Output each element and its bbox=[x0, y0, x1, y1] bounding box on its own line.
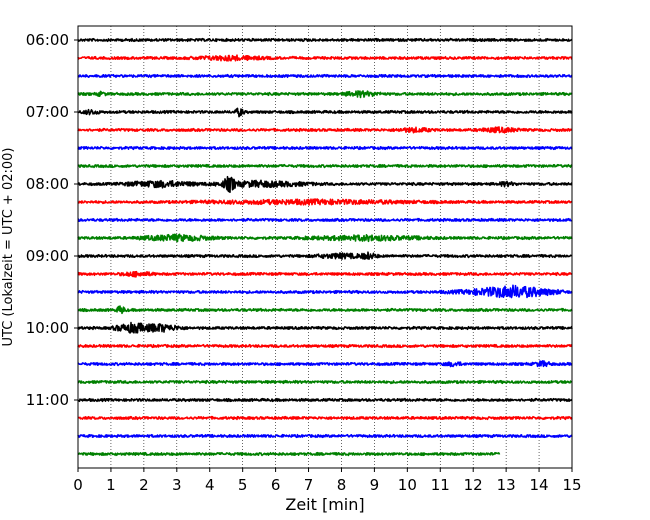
trace-0845 bbox=[77, 233, 573, 243]
trace-0730 bbox=[77, 145, 573, 151]
trace-0600 bbox=[77, 37, 573, 43]
x-tick-label: 8 bbox=[337, 476, 347, 494]
trace-0630 bbox=[77, 73, 573, 79]
x-tick-label: 9 bbox=[370, 476, 380, 494]
trace-1030 bbox=[77, 360, 573, 368]
trace-1130 bbox=[77, 433, 573, 439]
trace-1115 bbox=[77, 415, 573, 421]
x-tick-label: 12 bbox=[464, 476, 483, 494]
y-axis-ticks: 06:00 07:00 08:00 09:00 10:00 11:00 bbox=[26, 31, 78, 409]
plot-frame bbox=[77, 25, 573, 469]
y-tick-label: 06:00 bbox=[26, 31, 69, 49]
trace-1000 bbox=[77, 321, 573, 334]
y-tick-label: 07:00 bbox=[26, 103, 69, 121]
x-tick-label: 1 bbox=[106, 476, 116, 494]
trace-1100 bbox=[77, 397, 573, 403]
y-tick-label: 10:00 bbox=[26, 319, 69, 337]
x-axis-ticks: 0 1 2 3 4 5 6 7 8 9 10 11 12 13 14 15 bbox=[73, 468, 582, 494]
x-tick-label: 7 bbox=[304, 476, 314, 494]
trace-1145 bbox=[77, 451, 501, 457]
y-tick-label: 08:00 bbox=[26, 175, 69, 193]
x-tick-label: 13 bbox=[497, 476, 516, 494]
x-tick-label: 2 bbox=[139, 476, 149, 494]
y-tick-label: 11:00 bbox=[26, 391, 69, 409]
trace-0700 bbox=[77, 107, 573, 118]
x-axis-label: Zeit [min] bbox=[285, 495, 364, 514]
y-tick-label: 09:00 bbox=[26, 247, 69, 265]
trace-0715 bbox=[77, 126, 573, 134]
x-tick-label: 4 bbox=[205, 476, 215, 494]
x-tick-label: 15 bbox=[562, 476, 581, 494]
trace-0930 bbox=[77, 284, 573, 299]
y-axis-label: UTC (Lokalzeit = UTC + 02:00) bbox=[1, 148, 16, 347]
trace-0830 bbox=[77, 217, 573, 223]
x-tick-label: 3 bbox=[172, 476, 182, 494]
trace-0815 bbox=[77, 198, 573, 206]
trace-0745 bbox=[77, 163, 573, 169]
x-tick-label: 14 bbox=[530, 476, 549, 494]
x-tick-label: 0 bbox=[73, 476, 83, 494]
trace-0615 bbox=[77, 54, 573, 62]
trace-1045 bbox=[77, 379, 573, 385]
trace-0800 bbox=[77, 175, 573, 193]
trace-1015 bbox=[77, 343, 573, 349]
x-tick-label: 10 bbox=[398, 476, 417, 494]
seismogram-traces bbox=[77, 37, 573, 457]
x-tick-label: 6 bbox=[271, 476, 281, 494]
trace-0645 bbox=[77, 90, 573, 99]
trace-0945 bbox=[77, 305, 573, 315]
trace-0900 bbox=[77, 251, 573, 260]
x-tick-label: 5 bbox=[238, 476, 248, 494]
trace-0915 bbox=[77, 270, 573, 278]
x-tick-label: 11 bbox=[431, 476, 450, 494]
